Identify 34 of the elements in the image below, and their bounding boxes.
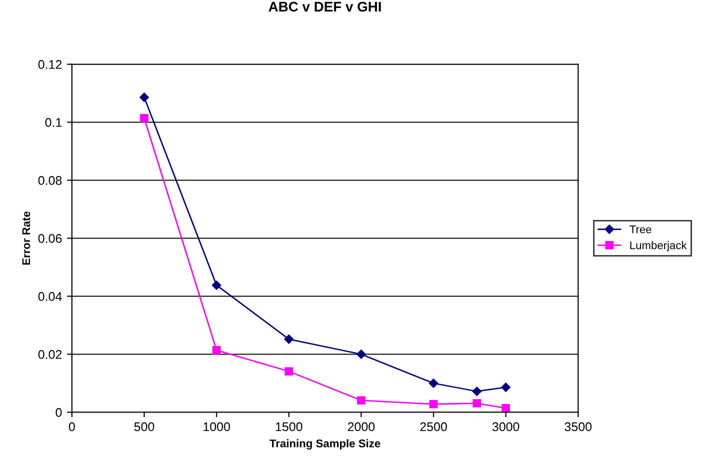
point <box>212 346 221 354</box>
y-tick-label: 0.04 <box>38 292 62 301</box>
point <box>357 396 366 405</box>
y-tick-label: 0.08 <box>38 176 62 185</box>
chart-title: ABC v DEF v GHI <box>268 2 381 12</box>
x-tick-label: 2000 <box>348 422 375 432</box>
point <box>284 367 294 376</box>
x-tick-label: 0 <box>68 422 75 432</box>
legend-label: Lumberjack <box>630 241 687 252</box>
x-tick-label: 3500 <box>564 422 592 432</box>
point <box>284 334 294 344</box>
point <box>140 92 149 102</box>
x-tick-label: 1500 <box>276 422 302 432</box>
y-axis-title: Error Rate <box>22 211 30 265</box>
x-tick-label: 500 <box>134 422 154 432</box>
point <box>501 382 510 392</box>
point <box>140 114 148 122</box>
point <box>356 350 366 359</box>
y-tick-label: 0.1 <box>45 118 62 127</box>
x-tick-label: 1000 <box>204 422 230 432</box>
point <box>502 404 510 412</box>
x-tick-label: 3000 <box>492 422 520 432</box>
point <box>212 280 222 290</box>
point <box>429 400 438 408</box>
point <box>472 386 482 396</box>
y-tick-label: 0.06 <box>38 234 62 243</box>
legend-label: Tree <box>630 226 652 234</box>
x-axis-title: Training Sample Size <box>270 439 380 450</box>
y-tick-label: 0.02 <box>38 350 62 359</box>
x-tick-label: 2500 <box>420 422 447 432</box>
point <box>472 399 482 408</box>
y-tick-label: 0 <box>56 408 62 417</box>
point <box>428 378 438 388</box>
y-tick-label: 0.12 <box>38 60 62 69</box>
